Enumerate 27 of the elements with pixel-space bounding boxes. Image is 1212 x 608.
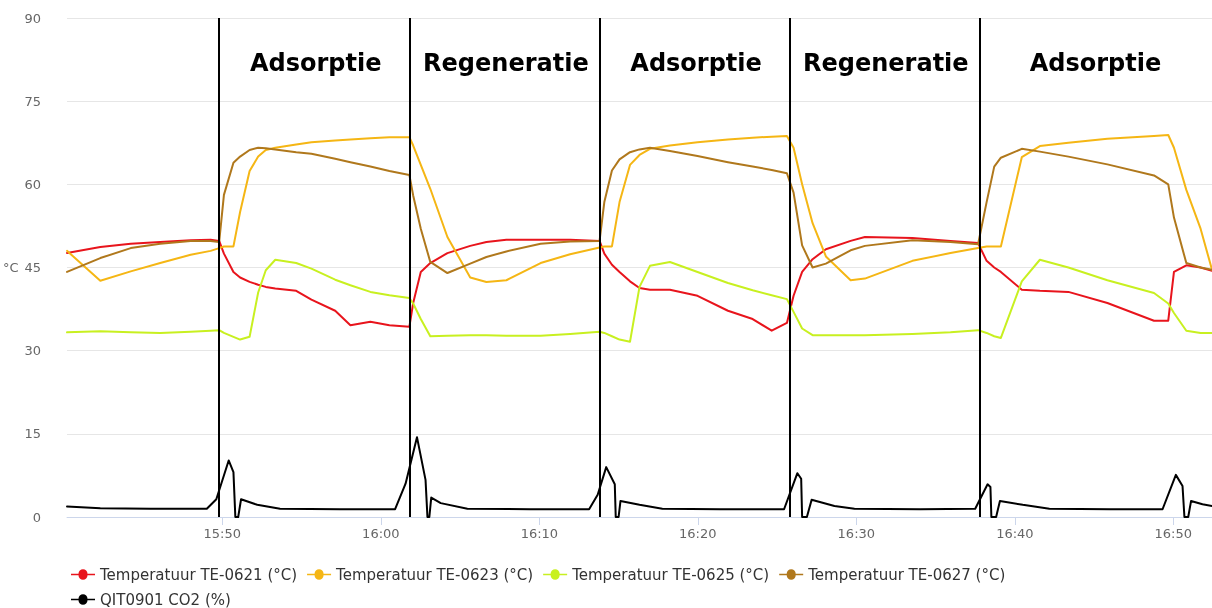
x-tick-label: 16:30	[837, 526, 876, 541]
legend-label: Temperatuur TE-0621 (°C)	[99, 565, 298, 584]
annotation: Adsorptie	[249, 49, 382, 77]
legend-label: Temperatuur TE-0625 (°C)	[571, 565, 770, 584]
line-series	[66, 236, 1212, 332]
x-tick-label: 15:50	[203, 526, 242, 541]
x-tick-label: 16:20	[679, 526, 717, 541]
x-tick-label: 16:00	[362, 526, 400, 541]
legend-label: Temperatuur TE-0623 (°C)	[335, 565, 534, 584]
legend-label: Temperatuur TE-0627 (°C)	[807, 565, 1006, 584]
y-tick-label: 0	[32, 509, 42, 525]
annotation: Regeneratie	[423, 49, 589, 77]
annotation: Adsorptie	[630, 49, 762, 77]
y-tick-label: 45	[24, 260, 42, 275]
legend-label: QIT0901 CO2 (%)	[100, 590, 231, 608]
x-tick-label: 16:50	[1154, 526, 1193, 541]
line-series	[66, 258, 1212, 343]
y-axis-title: °C	[3, 260, 19, 275]
annotation: Adsorptie	[1029, 49, 1162, 77]
y-tick-label: 90	[24, 10, 42, 26]
y-tick-label: 75	[24, 93, 42, 109]
y-tick-label: 30	[24, 343, 42, 359]
y-tick-label: 15	[24, 426, 42, 442]
x-tick-label: 16:40	[996, 526, 1034, 541]
annotation: Regeneratie	[803, 49, 969, 77]
y-tick-label: 60	[24, 176, 42, 192]
x-tick-label: 16:10	[520, 526, 559, 541]
